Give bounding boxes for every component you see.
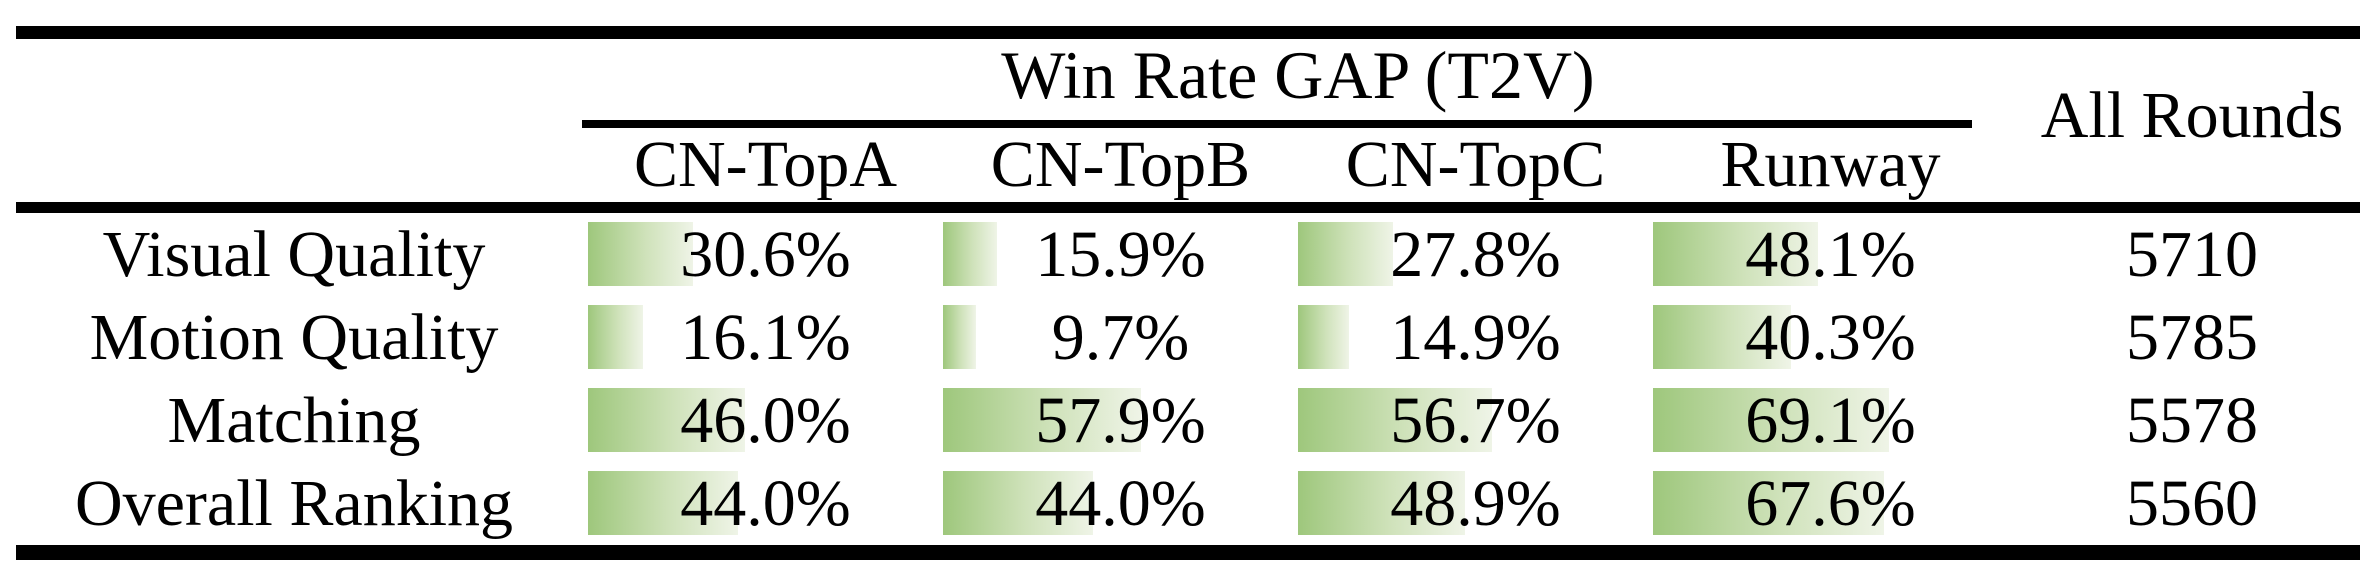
win-rate-value: 56.7% — [1390, 384, 1561, 457]
win-rate-value: 9.7% — [1051, 301, 1190, 374]
win-rate-cell: 27.8% — [1298, 213, 1653, 296]
win-rate-value: 48.1% — [1745, 218, 1916, 291]
win-rate-bar — [1653, 471, 1884, 535]
win-rate-value: 27.8% — [1390, 218, 1561, 291]
win-rate-value: 46.0% — [680, 384, 851, 457]
win-rate-bar — [943, 388, 1141, 452]
win-rate-value: 30.6% — [680, 218, 851, 291]
win-rate-cell: 69.1% — [1653, 379, 2008, 462]
top-rule — [16, 26, 2360, 39]
win-rate-value: 48.9% — [1390, 467, 1561, 540]
win-rate-bar — [1653, 222, 1818, 286]
table-row-matching: Matching 46.0% 57.9% 56.7% 69.1% 5578 — [0, 379, 2376, 462]
win-rate-bar — [1298, 305, 1349, 369]
win-rate-cell: 56.7% — [1298, 379, 1653, 462]
win-rate-bar — [1653, 388, 1889, 452]
all-rounds-value: 5578 — [2126, 384, 2258, 457]
win-rate-cell: 67.6% — [1653, 462, 2008, 545]
win-rate-bar — [588, 471, 738, 535]
table-body: Visual Quality 30.6% 15.9% 27.8% 48.1% 5… — [0, 213, 2376, 545]
all-rounds-value: 5560 — [2126, 467, 2258, 540]
win-rate-value: 69.1% — [1745, 384, 1916, 457]
row-label: Motion Quality — [89, 301, 499, 374]
win-rate-cell: 15.9% — [943, 213, 1298, 296]
win-rate-value: 67.6% — [1745, 467, 1916, 540]
win-rate-value: 40.3% — [1745, 301, 1916, 374]
win-rate-cell: 14.9% — [1298, 296, 1653, 379]
win-rate-bar — [1298, 222, 1393, 286]
win-rate-cell: 30.6% — [588, 213, 943, 296]
win-rate-cell: 16.1% — [588, 296, 943, 379]
header-body-rule — [16, 202, 2360, 213]
column-header-runway: Runway — [1720, 128, 1941, 201]
win-rate-value: 16.1% — [680, 301, 851, 374]
group-header-title: Win Rate GAP (T2V) — [1001, 37, 1595, 113]
column-header-cn-topc: CN-TopC — [1345, 128, 1606, 201]
win-rate-cell: 40.3% — [1653, 296, 2008, 379]
win-rate-cell: 44.0% — [943, 462, 1298, 545]
table-row-motion-quality: Motion Quality 16.1% 9.7% 14.9% 40.3% 57… — [0, 296, 2376, 379]
win-rate-bar — [588, 305, 643, 369]
win-rate-value: 44.0% — [1035, 467, 1206, 540]
bottom-rule — [16, 545, 2360, 560]
win-rate-cell: 44.0% — [588, 462, 943, 545]
win-rate-bar — [588, 222, 693, 286]
all-rounds-value: 5710 — [2126, 218, 2258, 291]
win-rate-cell: 57.9% — [943, 379, 1298, 462]
column-header-cn-topb: CN-TopB — [990, 128, 1251, 201]
row-label: Overall Ranking — [74, 467, 514, 540]
row-label: Matching — [167, 384, 421, 457]
win-rate-bar — [1298, 388, 1492, 452]
group-header-underline-rule — [582, 120, 1972, 128]
win-rate-bar — [943, 471, 1093, 535]
win-rate-bar — [943, 222, 997, 286]
win-rate-cell: 48.9% — [1298, 462, 1653, 545]
win-rate-cell: 46.0% — [588, 379, 943, 462]
win-rate-bar — [1298, 471, 1465, 535]
column-header-cn-topa: CN-TopA — [633, 128, 898, 201]
row-label: Visual Quality — [102, 218, 486, 291]
table-row-visual-quality: Visual Quality 30.6% 15.9% 27.8% 48.1% 5… — [0, 213, 2376, 296]
all-rounds-value: 5785 — [2126, 301, 2258, 374]
win-rate-bar — [588, 388, 745, 452]
win-rate-cell: 48.1% — [1653, 213, 2008, 296]
column-headers-row: CN-TopA CN-TopB CN-TopC Runway — [588, 132, 2008, 198]
win-rate-cell: 9.7% — [943, 296, 1298, 379]
win-rate-bar — [943, 305, 976, 369]
all-rounds-column-header: All Rounds — [2040, 79, 2344, 152]
win-rate-value: 14.9% — [1390, 301, 1561, 374]
win-rate-bar — [1653, 305, 1791, 369]
win-rate-value: 57.9% — [1035, 384, 1206, 457]
win-rate-value: 15.9% — [1035, 218, 1206, 291]
table-row-overall-ranking: Overall Ranking 44.0% 44.0% 48.9% 67.6% … — [0, 462, 2376, 545]
win-rate-value: 44.0% — [680, 467, 851, 540]
